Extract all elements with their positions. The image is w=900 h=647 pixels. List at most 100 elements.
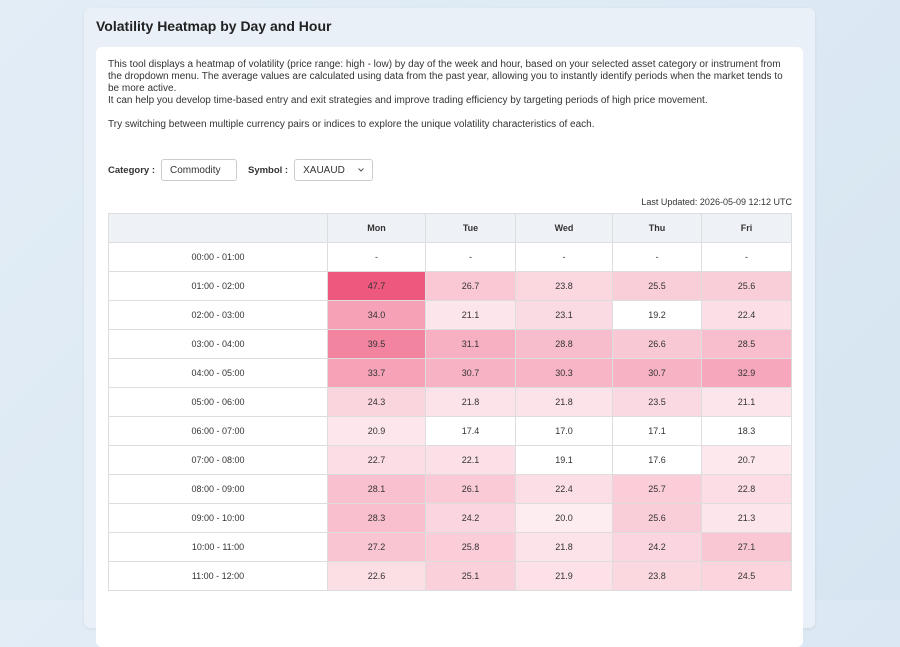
time-cell: 02:00 - 03:00 xyxy=(108,300,328,330)
symbol-select[interactable]: XAUAUD xyxy=(294,159,374,181)
heat-cell: 23.5 xyxy=(612,387,702,417)
heat-cell: 17.1 xyxy=(612,416,702,446)
table-row: 06:00 - 07:00 20.9 17.4 17.0 17.1 18.3 xyxy=(108,416,792,446)
heat-cell: 17.0 xyxy=(515,416,613,446)
filter-label: Category : xyxy=(108,164,155,176)
table-row: 05:00 - 06:00 24.3 21.8 21.8 23.5 21.1 xyxy=(108,387,792,417)
table-row: 07:00 - 08:00 22.7 22.1 19.1 17.6 20.7 xyxy=(108,445,792,475)
heat-cell: - xyxy=(701,242,792,272)
heat-cell: 28.5 xyxy=(701,329,792,359)
heatmap-table: Mon Tue Wed Thu Fri 00:00 - 01:00- - - - -01:00 … xyxy=(108,213,792,591)
heat-cell: 22.6 xyxy=(327,561,426,591)
heat-cell: 30.7 xyxy=(612,358,702,388)
table-row: 00:00 - 01:00- - - - - xyxy=(108,242,792,272)
corner-cell xyxy=(108,213,328,243)
heat-cell: 18.3 xyxy=(701,416,792,446)
select-value: Commodity xyxy=(169,164,221,176)
column-header: Wed xyxy=(515,213,613,243)
heat-cell: 20.7 xyxy=(701,445,792,475)
heat-cell: 21.3 xyxy=(701,503,792,533)
time-cell: 04:00 - 05:00 xyxy=(108,358,328,388)
category-select[interactable]: Commodity xyxy=(160,159,237,181)
table-row: 03:00 - 04:00 39.5 31.1 28.8 26.6 28.5 xyxy=(108,329,792,359)
chevron xyxy=(358,168,364,172)
time-cell: 01:00 - 02:00 xyxy=(108,271,328,301)
heat-cell: 28.1 xyxy=(327,474,426,504)
table-row: 01:00 - 02:00 47.7 26.7 23.8 25.5 25.6 xyxy=(108,271,792,301)
heat-cell: 25.8 xyxy=(425,532,516,562)
filter-label: Symbol : xyxy=(247,164,289,176)
heat-cell: 20.0 xyxy=(515,503,613,533)
table-row: 11:00 - 12:00 22.6 25.1 21.9 23.8 24.5 xyxy=(108,561,792,591)
heat-cell: 23.1 xyxy=(515,300,613,330)
heat-cell: 25.6 xyxy=(612,503,702,533)
description-text: Try switching between multiple currency … xyxy=(108,119,595,130)
panel: Volatility Heatmap by Day and Hour This … xyxy=(84,8,815,647)
heat-cell: 26.7 xyxy=(425,271,516,301)
content-card: This tool displays a heatmap of volatili… xyxy=(96,47,803,647)
heat-cell: 25.5 xyxy=(612,271,702,301)
heat-cell: 25.7 xyxy=(612,474,702,504)
heat-cell: 21.1 xyxy=(425,300,516,330)
heat-cell: 21.9 xyxy=(515,561,613,591)
heat-cell: 26.1 xyxy=(425,474,516,504)
heat-cell: 19.2 xyxy=(612,300,702,330)
column-header: Tue xyxy=(425,213,516,243)
header-row: Mon Tue Wed Thu Fri xyxy=(108,213,792,243)
heat-cell: 26.6 xyxy=(612,329,702,359)
heat-cell: 25.1 xyxy=(425,561,516,591)
select-value: XAUAUD xyxy=(303,164,345,176)
heat-cell: 19.1 xyxy=(515,445,613,475)
heat-cell: 27.2 xyxy=(327,532,426,562)
heat-cell: 30.7 xyxy=(425,358,516,388)
heat-cell: - xyxy=(425,242,516,272)
heat-cell: 47.7 xyxy=(327,271,426,301)
heat-cell: 24.2 xyxy=(425,503,516,533)
heat-cell: 22.4 xyxy=(701,300,792,330)
heat-cell: 20.9 xyxy=(327,416,426,446)
column-header: Fri xyxy=(701,213,792,243)
panel-title: Volatility Heatmap by Day and Hour xyxy=(96,18,332,34)
heat-cell: 31.1 xyxy=(425,329,516,359)
heat-cell: 32.9 xyxy=(701,358,792,388)
heat-cell: 27.1 xyxy=(701,532,792,562)
heat-cell: 23.8 xyxy=(515,271,613,301)
heat-cell: 24.5 xyxy=(701,561,792,591)
table-row: 02:00 - 03:00 34.0 21.1 23.1 19.2 22.4 xyxy=(108,300,792,330)
heat-cell: 17.6 xyxy=(612,445,702,475)
heat-cell: 30.3 xyxy=(515,358,613,388)
time-cell: 00:00 - 01:00 xyxy=(108,242,328,272)
heat-cell: 22.7 xyxy=(327,445,426,475)
heat-cell: 21.8 xyxy=(425,387,516,417)
time-cell: 10:00 - 11:00 xyxy=(108,532,328,562)
heat-cell: - xyxy=(515,242,613,272)
heat-cell: 17.4 xyxy=(425,416,516,446)
time-cell: 03:00 - 04:00 xyxy=(108,329,328,359)
heat-cell: - xyxy=(612,242,702,272)
heat-cell: 24.2 xyxy=(612,532,702,562)
heat-cell: 34.0 xyxy=(327,300,426,330)
filters: Category : Commodity Symbol : XAUAUD xyxy=(108,159,374,181)
column-header: Thu xyxy=(612,213,702,243)
heat-cell: 22.8 xyxy=(701,474,792,504)
table-row: 09:00 - 10:00 28.3 24.2 20.0 25.6 21.3 xyxy=(108,503,792,533)
heat-cell: 25.6 xyxy=(701,271,792,301)
heat-cell: 39.5 xyxy=(327,329,426,359)
table-row: 10:00 - 11:00 27.2 25.8 21.8 24.2 27.1 xyxy=(108,532,792,562)
heat-cell: 24.3 xyxy=(327,387,426,417)
description-text: It can help you develop time-based entry… xyxy=(108,95,708,106)
description: This tool displays a heatmap of volatili… xyxy=(108,59,794,131)
time-cell: 07:00 - 08:00 xyxy=(108,445,328,475)
heat-cell: 21.1 xyxy=(701,387,792,417)
time-cell: 05:00 - 06:00 xyxy=(108,387,328,417)
heat-cell: 22.4 xyxy=(515,474,613,504)
heat-cell: 28.8 xyxy=(515,329,613,359)
column-header: Mon xyxy=(327,213,426,243)
last-updated: Last Updated: 2026-05-09 12:12 UTC xyxy=(641,197,792,207)
time-cell: 06:00 - 07:00 xyxy=(108,416,328,446)
table-row: 08:00 - 09:00 28.1 26.1 22.4 25.7 22.8 xyxy=(108,474,792,504)
time-cell: 08:00 - 09:00 xyxy=(108,474,328,504)
heat-cell: 33.7 xyxy=(327,358,426,388)
heat-cell: 28.3 xyxy=(327,503,426,533)
heat-cell: - xyxy=(327,242,426,272)
